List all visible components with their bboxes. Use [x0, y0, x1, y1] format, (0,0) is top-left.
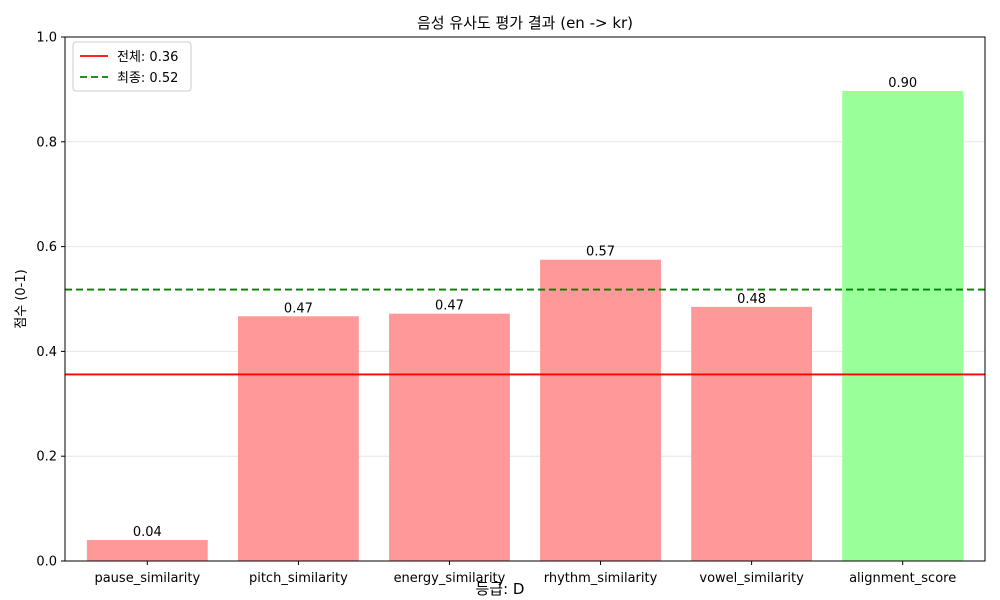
bar-pause_similarity: [86, 540, 208, 561]
bar-rhythm_similarity: [540, 259, 661, 561]
y-axis-label: 점수 (0-1): [14, 269, 29, 328]
y-tick-label: 0.6: [36, 240, 57, 255]
bar-value-label: 0.57: [586, 245, 615, 260]
x-tick-label: energy_similarity: [394, 571, 506, 586]
reference-lines: [65, 288, 985, 376]
x-tick-label: alignment_score: [849, 571, 956, 586]
y-axis-ticks: 0.0 0.2 0.4 0.6 0.8 1.0: [36, 31, 65, 570]
x-tick-label: pitch_similarity: [249, 571, 348, 586]
bar-energy_similarity: [389, 313, 510, 561]
x-axis-ticks: pause_similarity pitch_similarity energy_s…: [94, 561, 956, 586]
legend-label: 전체: 0.36: [117, 50, 178, 65]
y-tick-label: 0.0: [36, 555, 57, 570]
x-axis-label: 등급: D: [476, 580, 525, 598]
x-tick-label: vowel_similarity: [699, 571, 804, 586]
bar-value-label: 0.47: [435, 299, 464, 314]
plot-area-frame: [64, 36, 986, 562]
bar-pitch_similarity: [237, 316, 359, 561]
legend-box: [72, 41, 192, 92]
bar-vowel_similarity: [691, 306, 813, 561]
y-tick-label: 0.2: [36, 450, 57, 465]
bar-value-labels: 0.04 0.47 0.47 0.57 0.48 0.90: [133, 76, 917, 540]
bar-value-label: 0.04: [133, 525, 162, 540]
bar-alignment_score: [842, 90, 964, 562]
y-tick-label: 0.8: [36, 135, 57, 150]
chart-title: 음성 유사도 평가 결과 (en -> kr): [417, 14, 633, 32]
y-tick-label: 1.0: [36, 31, 57, 46]
legend-label: 최종: 0.52: [117, 71, 178, 86]
legend: 전체: 0.36 최종: 0.52: [72, 41, 192, 92]
bars: [86, 90, 964, 562]
bar-value-label: 0.47: [284, 301, 313, 316]
bar-value-label: 0.48: [737, 292, 766, 307]
x-tick-label: pause_similarity: [94, 571, 200, 586]
x-tick-label: rhythm_similarity: [544, 571, 658, 586]
y-tick-label: 0.4: [36, 345, 57, 360]
gridlines: [65, 141, 985, 457]
bar-value-label: 0.90: [888, 76, 917, 91]
